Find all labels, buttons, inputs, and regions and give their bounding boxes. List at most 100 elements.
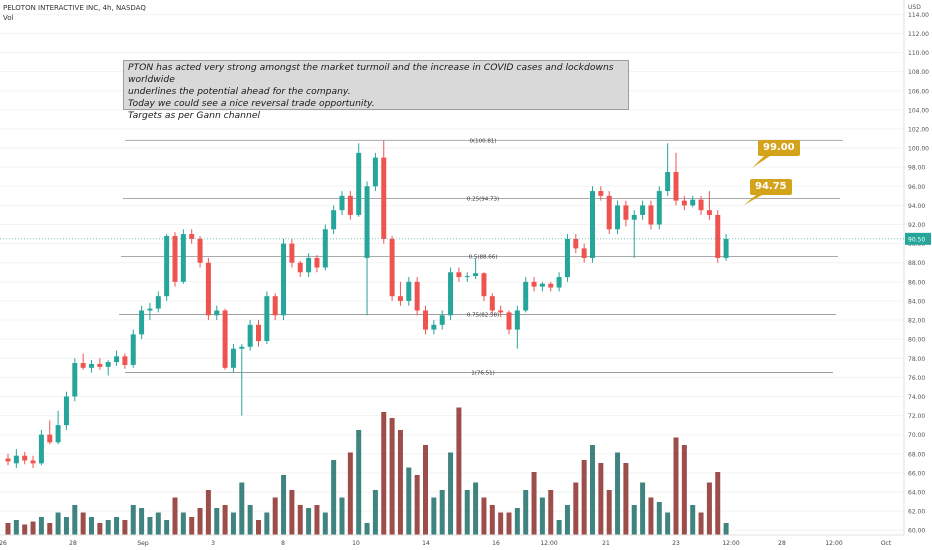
candle-body[interactable]: [673, 171, 679, 201]
candle-body[interactable]: [180, 234, 186, 282]
candle-body[interactable]: [72, 363, 78, 397]
candle-body[interactable]: [498, 310, 504, 313]
candle-body[interactable]: [723, 238, 729, 258]
candle-body[interactable]: [55, 425, 61, 443]
candle-body[interactable]: [698, 199, 704, 211]
candle-body[interactable]: [364, 186, 370, 258]
candle-body[interactable]: [230, 348, 236, 368]
time-axis[interactable]: 26 28 Sep 3 8 10 14 16 12:00 21 23 12:00 28 12:00 Oct: [0, 534, 932, 550]
volume-bar: [122, 520, 128, 535]
candle-body[interactable]: [30, 460, 36, 464]
candle-body[interactable]: [556, 277, 562, 288]
candle-body[interactable]: [564, 238, 570, 278]
candle-body[interactable]: [598, 191, 604, 196]
candle-body[interactable]: [97, 363, 103, 367]
candle-body[interactable]: [331, 210, 337, 230]
time-tick-label: Oct: [881, 540, 892, 547]
candle-body[interactable]: [389, 238, 395, 297]
candle-body[interactable]: [414, 281, 420, 311]
candle-body[interactable]: [581, 248, 587, 258]
candle-body[interactable]: [356, 152, 362, 215]
candle-body[interactable]: [573, 238, 579, 249]
candle-body[interactable]: [172, 235, 178, 282]
candle-body[interactable]: [114, 356, 120, 363]
candle-body[interactable]: [590, 191, 595, 258]
candle-body[interactable]: [297, 262, 303, 273]
candle-body[interactable]: [456, 272, 462, 278]
candle-body[interactable]: [80, 363, 86, 368]
candle-body[interactable]: [648, 205, 654, 225]
candle-body[interactable]: [155, 296, 161, 309]
candle-body[interactable]: [256, 324, 261, 342]
candle-body[interactable]: [105, 362, 111, 367]
candle-body[interactable]: [147, 308, 153, 311]
candle-body[interactable]: [222, 310, 228, 368]
candle-body[interactable]: [322, 229, 328, 268]
candle-body[interactable]: [539, 283, 545, 287]
candle-body[interactable]: [189, 234, 195, 239]
candle-body[interactable]: [531, 281, 537, 287]
candle-body[interactable]: [640, 205, 646, 215]
candle-body[interactable]: [681, 200, 687, 206]
candle-body[interactable]: [197, 238, 203, 263]
target-callout-99[interactable]: 99.00: [758, 140, 800, 156]
candle-body[interactable]: [22, 455, 28, 461]
candles[interactable]: [5, 140, 729, 469]
candle-body[interactable]: [247, 324, 253, 347]
candle-body[interactable]: [339, 195, 345, 211]
candle-body[interactable]: [690, 199, 696, 206]
candle-body[interactable]: [38, 434, 44, 464]
candle-body[interactable]: [272, 296, 278, 316]
candle-body[interactable]: [656, 191, 662, 225]
candle-body[interactable]: [47, 434, 53, 443]
price-tick-label: 98.00: [908, 165, 925, 172]
candle-body[interactable]: [631, 214, 637, 220]
volume-bar: [339, 497, 345, 535]
candle-body[interactable]: [281, 243, 287, 316]
candle-body[interactable]: [665, 171, 671, 192]
candle-body[interactable]: [139, 310, 145, 335]
candle-body[interactable]: [347, 195, 353, 215]
candle-body[interactable]: [314, 257, 320, 268]
candle-body[interactable]: [706, 210, 712, 215]
candle-body[interactable]: [448, 272, 454, 316]
candle-body[interactable]: [289, 243, 295, 263]
candle-body[interactable]: [397, 296, 403, 301]
candle-body[interactable]: [615, 205, 621, 230]
candle-body[interactable]: [264, 296, 270, 342]
candle-body[interactable]: [122, 356, 128, 365]
candle-body[interactable]: [623, 205, 629, 220]
candle-body[interactable]: [239, 346, 245, 349]
candle-body[interactable]: [606, 195, 612, 230]
candle-body[interactable]: [473, 273, 479, 277]
target-callout-94[interactable]: 94.75: [750, 179, 792, 195]
candle-body[interactable]: [130, 334, 136, 365]
candle-body[interactable]: [523, 281, 529, 311]
candle-body[interactable]: [489, 296, 495, 311]
candle-body[interactable]: [514, 310, 520, 330]
candle-body[interactable]: [306, 257, 312, 273]
candle-body[interactable]: [63, 396, 69, 426]
candle-body[interactable]: [481, 273, 487, 297]
candle-body[interactable]: [205, 262, 211, 316]
candle-body[interactable]: [548, 283, 554, 288]
candle-body[interactable]: [464, 276, 470, 278]
candle-body[interactable]: [506, 312, 512, 330]
candle-body[interactable]: [423, 310, 428, 330]
candle-body[interactable]: [214, 310, 220, 316]
candle-body[interactable]: [431, 324, 437, 330]
candle-body[interactable]: [164, 235, 170, 297]
price-tick-label: 108.00: [908, 69, 929, 76]
analysis-note[interactable]: PTON has acted very strong amongst the m…: [123, 60, 629, 121]
candle-body[interactable]: [89, 363, 94, 368]
volume-bar: [72, 505, 78, 535]
candle-body[interactable]: [406, 281, 412, 301]
candle-body[interactable]: [439, 315, 445, 325]
candle-body[interactable]: [13, 455, 19, 464]
candle-body[interactable]: [381, 157, 387, 239]
candle-body[interactable]: [372, 157, 378, 187]
candle-body[interactable]: [5, 458, 11, 462]
volume-bar: [80, 512, 86, 535]
candle-body[interactable]: [715, 214, 721, 258]
